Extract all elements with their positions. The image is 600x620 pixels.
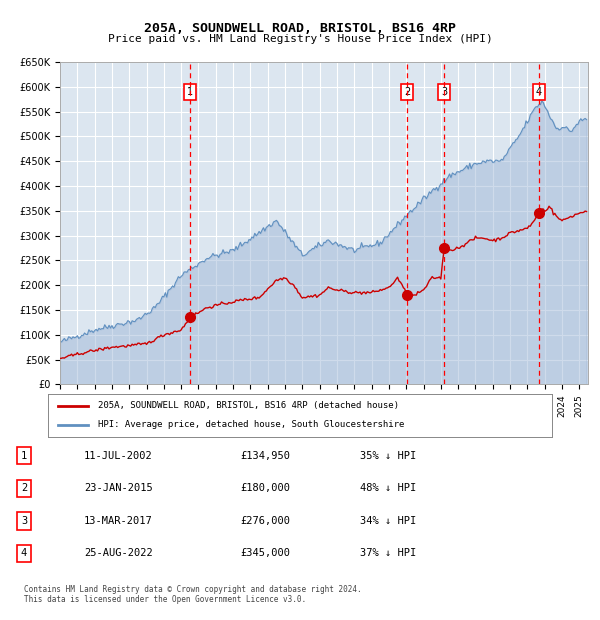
Text: 2: 2 bbox=[21, 484, 27, 494]
Text: 4: 4 bbox=[536, 87, 542, 97]
Text: 11-JUL-2002: 11-JUL-2002 bbox=[84, 451, 153, 461]
Text: 205A, SOUNDWELL ROAD, BRISTOL, BS16 4RP: 205A, SOUNDWELL ROAD, BRISTOL, BS16 4RP bbox=[144, 22, 456, 35]
Text: £180,000: £180,000 bbox=[240, 484, 290, 494]
Text: 25-AUG-2022: 25-AUG-2022 bbox=[84, 549, 153, 559]
Text: £134,950: £134,950 bbox=[240, 451, 290, 461]
Text: £345,000: £345,000 bbox=[240, 549, 290, 559]
Text: 2: 2 bbox=[404, 87, 410, 97]
Text: 23-JAN-2015: 23-JAN-2015 bbox=[84, 484, 153, 494]
Text: 3: 3 bbox=[441, 87, 448, 97]
Text: 34% ↓ HPI: 34% ↓ HPI bbox=[360, 516, 416, 526]
Text: 1: 1 bbox=[21, 451, 27, 461]
Text: HPI: Average price, detached house, South Gloucestershire: HPI: Average price, detached house, Sout… bbox=[98, 420, 405, 430]
Text: 4: 4 bbox=[21, 549, 27, 559]
Text: Price paid vs. HM Land Registry's House Price Index (HPI): Price paid vs. HM Land Registry's House … bbox=[107, 34, 493, 44]
Text: £276,000: £276,000 bbox=[240, 516, 290, 526]
Text: 48% ↓ HPI: 48% ↓ HPI bbox=[360, 484, 416, 494]
Text: 3: 3 bbox=[21, 516, 27, 526]
Text: 1: 1 bbox=[187, 87, 193, 97]
Text: 35% ↓ HPI: 35% ↓ HPI bbox=[360, 451, 416, 461]
Text: Contains HM Land Registry data © Crown copyright and database right 2024.
This d: Contains HM Land Registry data © Crown c… bbox=[24, 585, 362, 604]
Text: 205A, SOUNDWELL ROAD, BRISTOL, BS16 4RP (detached house): 205A, SOUNDWELL ROAD, BRISTOL, BS16 4RP … bbox=[98, 401, 400, 410]
Text: 37% ↓ HPI: 37% ↓ HPI bbox=[360, 549, 416, 559]
Text: 13-MAR-2017: 13-MAR-2017 bbox=[84, 516, 153, 526]
